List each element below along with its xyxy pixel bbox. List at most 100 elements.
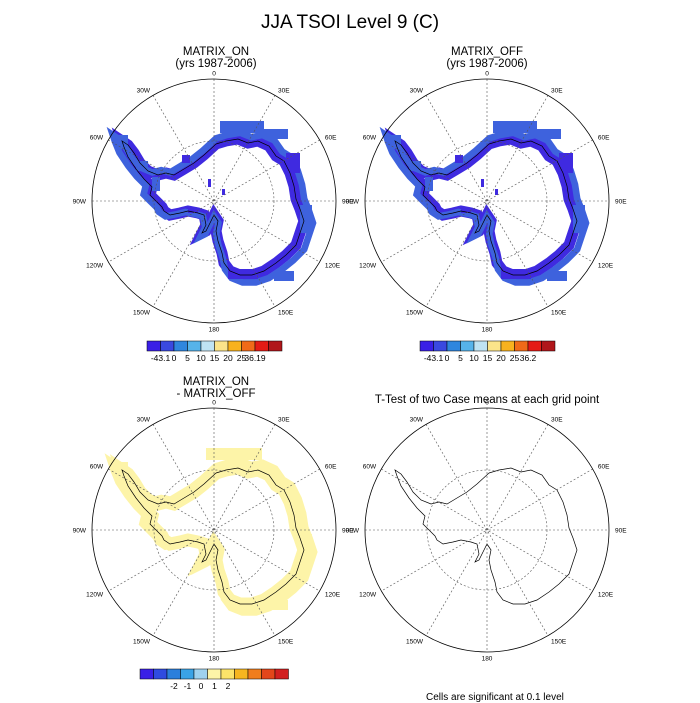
colorbar-swatch — [446, 340, 461, 352]
significance-footnote: Cells are significant at 0.1 level — [426, 692, 564, 703]
colorbar-swatch — [193, 668, 208, 680]
longitude-labels: 0 30E 60E 90E 120E 150E 180 150W 120W 90W 60W 30W — [346, 71, 628, 334]
colorbar-label: -43.1 — [424, 353, 444, 363]
colorbar-label: 20 — [496, 353, 506, 363]
colorbar-label: 5 — [185, 353, 190, 363]
longitude-label: 150E — [278, 638, 294, 645]
colorbar-label: 0 — [172, 353, 177, 363]
colorbar-swatch — [207, 668, 222, 680]
colorbar-label: 5 — [458, 353, 463, 363]
panel-title-line2: (yrs 1987-2006) — [446, 58, 528, 70]
colorbar-swatch — [241, 340, 256, 352]
panel-title-line1: MATRIX_ON — [182, 46, 250, 58]
longitude-label: 0 — [485, 400, 489, 407]
colorbar-swatch — [139, 668, 154, 680]
panel-title-line1: MATRIX_ON — [182, 376, 250, 388]
colorbar-swatch — [419, 340, 434, 352]
longitude-label: 90W — [73, 199, 87, 206]
longitude-label: 30E — [551, 88, 563, 95]
panel-title-line2: (yrs 1987-2006) — [175, 58, 257, 70]
colorbar-label: 36.2 — [520, 353, 537, 363]
longitude-label: 120W — [359, 263, 377, 270]
longitude-label: 60E — [325, 135, 337, 142]
colorbar-swatch — [220, 668, 235, 680]
longitude-label: 0 — [212, 400, 216, 407]
longitude-label: 60E — [325, 464, 337, 471]
longitude-label: 30E — [278, 417, 290, 424]
colorbar-swatch — [527, 340, 542, 352]
colorbar-swatch — [234, 668, 249, 680]
colorbar-swatch — [460, 340, 475, 352]
longitude-label: 120W — [359, 592, 377, 599]
colorbar-label: 36.19 — [244, 353, 266, 363]
polar-map-matrix-on: 0 30E 60E 90E 120E 150E 180 150W 120W 90W 60W 30W — [73, 71, 355, 334]
longitude-label: 150W — [406, 638, 424, 645]
figure-title: JJA TSOI Level 9 (C) — [260, 12, 440, 33]
temperature-field — [386, 121, 586, 282]
polar-map-ttest: 0 30E 60E 90E 120E 150E 180 150W 120W 90W 60W 30W — [346, 400, 628, 663]
colorbar-swatch — [254, 340, 269, 352]
longitude-label: 30W — [410, 417, 424, 424]
colorbar-swatch — [214, 340, 229, 352]
panel-title-difference: MATRIX_ON - MATRIX_OFF — [116, 376, 316, 400]
longitude-label: 150E — [551, 638, 567, 645]
colorbar-swatch — [166, 668, 181, 680]
colorbar-swatch — [146, 340, 161, 352]
colorbar-label: 25 — [510, 353, 520, 363]
longitude-label: 150W — [133, 309, 151, 316]
colorbar-label: 0 — [199, 681, 204, 691]
longitude-label: 120E — [598, 263, 614, 270]
longitude-label: 30W — [137, 88, 151, 95]
colorbar-swatch — [541, 340, 556, 352]
colorbar-label: 2 — [226, 681, 231, 691]
colorbar-swatch — [487, 340, 502, 352]
coastline — [394, 467, 578, 605]
colorbar-label: 10 — [196, 353, 206, 363]
longitude-label: 150W — [406, 309, 424, 316]
longitude-label: 90W — [73, 528, 87, 535]
temperature-field — [113, 121, 313, 282]
longitude-labels: 0 30E 60E 90E 120E 150E 180 150W 120W 90W 60W 30W — [73, 71, 355, 334]
colorbar-swatch — [261, 668, 276, 680]
longitude-label: 30W — [410, 88, 424, 95]
longitude-label: 90E — [342, 528, 354, 535]
colorbar-swatch — [173, 340, 188, 352]
colorbar-matrix-off: -43.1 0 5 10 15 20 25 36.2 — [419, 340, 556, 363]
longitude-label: 30E — [551, 417, 563, 424]
grid-frame — [364, 407, 610, 653]
colorbar-difference: -2 -1 0 1 2 — [139, 668, 289, 691]
longitude-label: 180 — [482, 327, 493, 334]
longitude-label: 60W — [363, 464, 377, 471]
panel-title-line1: MATRIX_OFF — [451, 46, 523, 58]
longitude-label: 120W — [86, 263, 104, 270]
colorbar-swatch — [153, 668, 168, 680]
longitude-label: 0 — [485, 71, 489, 78]
colorbar-swatch — [268, 340, 283, 352]
colorbar-label: 0 — [445, 353, 450, 363]
longitude-label: 150E — [551, 309, 567, 316]
longitude-label: 90E — [615, 528, 627, 535]
colorbar-swatch — [500, 340, 515, 352]
polar-map-difference: 0 30E 60E 90E 120E 150E 180 150W 120W 90W 60W 30W — [73, 400, 355, 663]
longitude-label: 60W — [363, 135, 377, 142]
panel-title-matrix-off: MATRIX_OFF (yrs 1987-2006) — [387, 46, 587, 70]
panel-title-matrix-on: MATRIX_ON (yrs 1987-2006) — [116, 46, 316, 70]
longitude-label: 90W — [346, 199, 360, 206]
colorbar-swatch — [227, 340, 242, 352]
colorbar-swatch — [187, 340, 202, 352]
longitude-label: 180 — [209, 327, 220, 334]
longitude-label: 90W — [346, 528, 360, 535]
longitude-label: 150E — [278, 309, 294, 316]
colorbar-label: 15 — [483, 353, 493, 363]
longitude-label: 60W — [90, 135, 104, 142]
colorbar-label: 20 — [223, 353, 233, 363]
panel-title-ttest: T-Test of two Case means at each grid po… — [337, 394, 637, 406]
colorbar-label: 1 — [212, 681, 217, 691]
longitude-label: 60W — [90, 464, 104, 471]
longitude-label: 60E — [598, 135, 610, 142]
colorbar-swatch — [200, 340, 215, 352]
longitude-label: 90E — [342, 199, 354, 206]
panel-title-line1: T-Test of two Case means at each grid po… — [374, 394, 600, 406]
